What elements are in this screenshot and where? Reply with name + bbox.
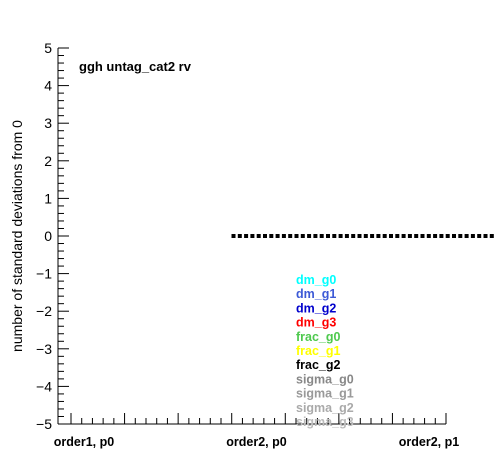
data-point [414,234,419,238]
x-tick-label: order1, p0 [54,435,114,449]
data-point [376,234,381,238]
y-tick-label: −1 [36,266,52,282]
data-point [281,234,286,238]
x-ticks [70,413,447,424]
data-point [357,234,362,238]
data-point [307,234,312,238]
data-point [332,234,337,238]
legend-entry: sigma_g0 [296,372,354,386]
data-point [313,234,318,238]
y-tick-label: 2 [44,153,52,169]
y-tick-label: 5 [44,40,52,56]
data-point [420,234,425,238]
data-point [300,234,305,238]
y-ticks: −5 −4 −3 −2 −1 0 1 2 3 4 5 [36,40,69,432]
data-point [288,234,293,238]
data-point [382,234,387,238]
data-point [395,234,400,238]
data-point [464,234,469,238]
x-tick-label: order2, p0 [226,435,286,449]
x-tick-label: order2, p1 [399,435,459,449]
legend-entry: sigma_g3 [296,415,354,429]
data-point [483,234,488,238]
legend-entry: frac_g2 [296,358,341,372]
chart-title: ggh untag_cat2 rv [79,59,192,74]
data-point [326,234,330,238]
data-point [452,234,456,238]
legend: dm_g0dm_g1dm_g2dm_g3frac_g0frac_g1frac_g… [296,273,354,429]
data-point [439,234,444,238]
y-tick-label: −2 [36,303,52,319]
data-point [370,234,375,238]
data-point [389,234,393,238]
y-tick-label: 3 [44,115,52,131]
data-point [363,234,368,238]
data-point [319,234,324,238]
y-tick-label: −4 [36,378,52,394]
data-point [237,234,242,238]
data-points [231,234,494,238]
y-tick-label: 1 [44,190,52,206]
legend-entry: dm_g3 [296,316,336,330]
data-point [231,234,236,238]
data-point [426,234,431,238]
legend-entry: frac_g1 [296,344,341,358]
x-tick-labels: order1, p0 order2, p0 order2, p1 [54,435,459,449]
y-tick-label: −3 [36,341,52,357]
legend-entry: dm_g1 [296,287,336,301]
legend-entry: dm_g0 [296,273,336,287]
data-point [351,234,356,238]
legend-entry: sigma_g1 [296,387,354,401]
y-tick-label: −5 [36,416,52,432]
data-point [244,234,249,238]
legend-entry: dm_g2 [296,301,336,315]
data-point [458,234,463,238]
data-point [445,234,450,238]
data-point [433,234,438,238]
data-point [256,234,261,238]
data-point [344,234,349,238]
y-tick-label: 0 [44,228,52,244]
data-point [401,234,406,238]
y-axis-label: number of standard deviations from 0 [9,120,25,352]
data-point [269,234,274,238]
data-point [263,234,267,238]
data-point [275,234,280,238]
legend-entry: frac_g0 [296,330,341,344]
data-point [250,234,255,238]
data-point [489,234,494,238]
y-tick-label: 4 [44,78,52,94]
legend-entry: sigma_g2 [296,401,354,415]
data-point [477,234,482,238]
data-point [407,234,412,238]
data-point [294,234,299,238]
data-point [338,234,343,238]
data-point [470,234,475,238]
